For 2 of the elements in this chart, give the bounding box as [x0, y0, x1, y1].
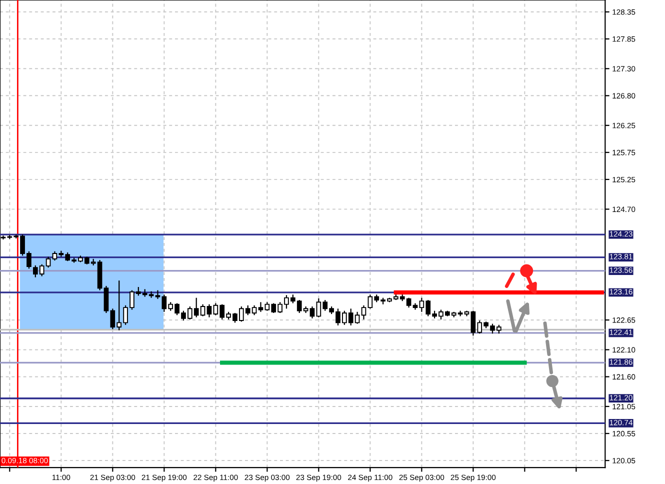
candlestick — [310, 306, 315, 319]
candlestick — [361, 304, 366, 320]
